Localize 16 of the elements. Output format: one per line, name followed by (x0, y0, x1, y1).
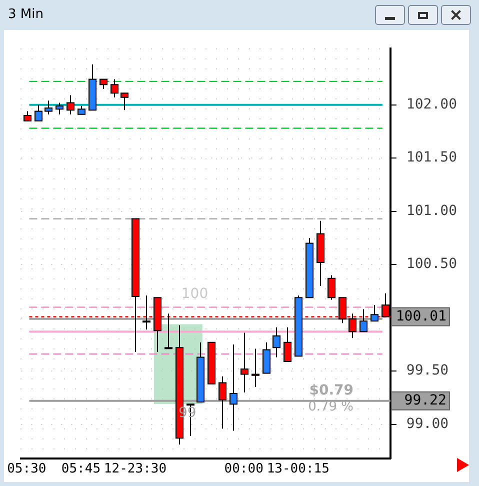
y-tick-label: 100.50 (406, 256, 458, 272)
annotation: $0.79 (309, 382, 354, 398)
ref-line-label: 100.01 (396, 308, 446, 324)
ref-line-label: 99.22 (404, 392, 446, 409)
annotation: 0.79 % (308, 400, 354, 415)
x-tick-label: 05:45 (61, 462, 101, 477)
y-tick-label: 101.00 (406, 202, 458, 219)
x-tick-label: 13-00:15 (266, 462, 330, 477)
y-tick-label: 101.50 (406, 150, 458, 166)
x-tick-label: 00:00 (224, 462, 264, 477)
y-tick-label: 99.50 (406, 362, 449, 379)
chart-title: 3 Min (8, 7, 44, 22)
x-tick-label: 12-23:30 (104, 462, 167, 477)
y-tick-label: 102.00 (406, 96, 458, 112)
y-tick-label: 99.00 (406, 416, 449, 432)
x-tick-label: 05:30 (7, 462, 46, 477)
